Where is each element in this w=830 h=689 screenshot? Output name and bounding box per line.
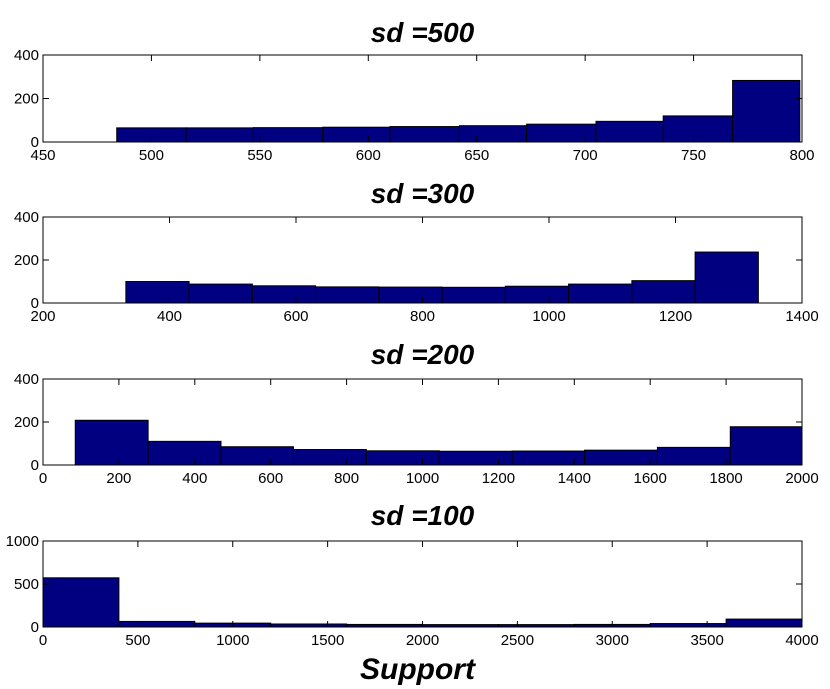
histogram-bar [732,79,801,143]
x-tick-label: 800 [789,147,814,164]
histogram-bar [694,251,759,304]
y-tick-label: 0 [31,295,39,312]
y-tick-label: 400 [14,209,39,226]
x-tick-label: 0 [39,470,47,487]
histogram-bar [147,440,222,466]
histogram-bar [74,419,149,466]
x-tick-label: 400 [182,470,207,487]
x-tick-label: 1200 [482,470,515,487]
histogram-bar [251,285,317,304]
y-tick-label: 0 [31,457,39,474]
x-tick-label: 650 [464,147,489,164]
x-tick-label: 1000 [216,632,249,649]
histogram-bar [118,620,196,628]
x-tick-label: 1600 [634,470,667,487]
y-tick-label: 0 [31,134,39,151]
histogram-bar [42,577,120,628]
histogram-bar [504,285,570,304]
histogram-panel-4: sd =100 0 500 1000 1500 2000 2500 3000 3500 4000 0… [6,500,819,686]
x-tick-label: 1500 [311,632,344,649]
histogram-bar [188,283,253,304]
panel-title: sd =200 [371,339,475,370]
histogram-bar [252,127,324,143]
histogram-bar [292,449,367,466]
x-tick-label: 400 [157,308,182,325]
histogram-bar [220,446,294,466]
x-tick-label: 550 [247,147,272,164]
histogram-panel-1: sd =500 450 500 550 600 650 700 750 800 0 200 400 [14,17,815,164]
histogram-bar [389,126,460,143]
histogram-bar [595,120,664,143]
x-tick-label: 600 [258,470,283,487]
histogram-bar [511,450,586,466]
x-tick-label: 800 [334,470,359,487]
y-tick-label: 200 [14,91,39,108]
x-tick-label: 700 [573,147,598,164]
x-tick-label: 1200 [659,308,692,325]
histogram-bar [458,125,528,143]
x-tick-label: 800 [410,308,435,325]
histogram-bar [729,426,803,466]
x-tick-label: 3500 [690,632,723,649]
y-tick-label: 200 [14,414,39,431]
histogram-bar [441,286,506,304]
x-tick-label: 200 [30,308,55,325]
histogram-bar [378,286,443,304]
histogram-bar [365,450,440,466]
x-tick-label: 1000 [406,470,439,487]
histogram-bar [649,623,727,628]
y-tick-label: 0 [31,619,39,636]
histogram-bar [438,450,513,466]
x-tick-label: 200 [106,470,131,487]
x-tick-label: 3000 [596,632,629,649]
x-tick-label: 600 [356,147,381,164]
x-tick-label: 600 [283,308,308,325]
panel-title: sd =300 [371,178,475,209]
panel-title: sd =500 [371,17,475,48]
y-tick-label: 400 [14,371,39,388]
histogram-bar [584,449,658,466]
histogram-bar [315,286,380,304]
x-axis-label: Support [360,653,477,686]
histogram-bar [322,126,391,143]
histogram-bar [125,281,190,304]
histogram-bar [631,280,696,304]
x-tick-label: 500 [139,147,164,164]
x-tick-label: 0 [39,632,47,649]
x-tick-label: 1000 [532,308,565,325]
histogram-bar [568,283,633,304]
x-tick-label: 1400 [558,470,591,487]
histogram-bar [185,127,254,143]
x-tick-label: 750 [681,147,706,164]
histogram-bar [662,115,734,143]
x-tick-label: 1400 [785,308,818,325]
x-tick-label: 2500 [501,632,534,649]
y-tick-label: 500 [14,576,39,593]
x-tick-label: 500 [125,632,150,649]
x-tick-label: 4000 [785,632,818,649]
x-tick-label: 1800 [709,470,742,487]
y-tick-label: 400 [14,47,39,64]
y-tick-label: 200 [14,252,39,269]
histogram-bar [725,618,803,628]
x-tick-label: 2000 [406,632,439,649]
panel-title: sd =100 [371,500,475,531]
x-tick-label: 450 [30,147,55,164]
y-tick-label: 1000 [6,533,39,550]
histogram-panel-3: sd =200 0 200 400 600 800 1000 1200 1400 1600 1800… [14,339,819,487]
histogram-bar [656,446,731,466]
x-tick-label: 2000 [785,470,818,487]
